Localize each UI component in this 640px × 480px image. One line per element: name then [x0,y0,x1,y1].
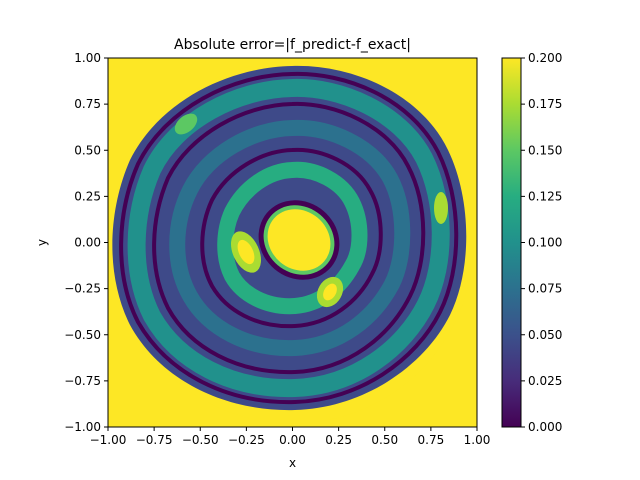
colorbar-tick-label: 0.200 [528,51,562,65]
colorbar-tick-label: 0.100 [528,236,562,250]
x-tick-label: −0.25 [228,433,265,447]
colorbar-tick-label: 0.000 [528,420,562,434]
colorbar-axis: 0.000 0.025 0.050 0.075 0.100 0.125 0.150 0.175… [521,51,562,434]
colorbar-tick-label: 0.175 [528,97,562,111]
colorbar-tick-label: 0.125 [528,189,562,203]
hole-saturated [267,209,331,271]
y-tick-label: 0.75 [74,97,101,111]
y-tick-label: 0.50 [74,143,101,157]
x-tick-label: 1.00 [464,433,491,447]
x-tick-label: 0.75 [418,433,445,447]
x-tick-label: −0.75 [136,433,173,447]
plot-area [108,58,477,427]
peak-left-core [237,239,255,265]
y-tick-label: −0.50 [64,328,101,342]
y-tick-label: −0.25 [64,282,101,296]
colorbar [501,57,522,428]
chart-title: Absolute error=|f_predict-f_exact| [174,37,411,53]
peak-upper-left [174,113,198,135]
x-tick-label: −0.50 [182,433,219,447]
y-tick-label: 0.00 [74,236,101,250]
peak-edge-right [434,192,448,224]
colorbar-tick-label: 0.150 [528,143,562,157]
x-axis: −1.00 −0.75 −0.50 −0.25 0.00 0.25 0.50 0.75 1.00 [90,427,491,447]
outer-contour [119,71,459,405]
y-tick-label: −0.75 [64,374,101,388]
y-axis: 1.00 0.75 0.50 0.25 0.00 −0.25 −0.50 −0.75 −1.00 [64,51,108,434]
x-tick-label: −1.00 [90,433,127,447]
colorbar-tick-label: 0.050 [528,328,562,342]
peak-lower-right-core [323,283,337,301]
y-tick-label: −1.00 [64,420,101,434]
inner-band [217,161,368,315]
outer-band-inner-contour [152,101,426,375]
x-tick-label: 0.25 [325,433,352,447]
y-tick-label: 0.25 [74,189,101,203]
y-tick-label: 1.00 [74,51,101,65]
x-tick-label: 0.00 [279,433,306,447]
outer-band [127,78,450,398]
x-axis-label: x [289,456,296,470]
colorbar-tick-label: 0.075 [528,282,562,296]
mid-contour [200,147,383,329]
y-axis-label: y [35,239,49,246]
mid-band [169,119,411,357]
colorbar-tick-label: 0.025 [528,374,562,388]
x-tick-label: 0.50 [371,433,398,447]
